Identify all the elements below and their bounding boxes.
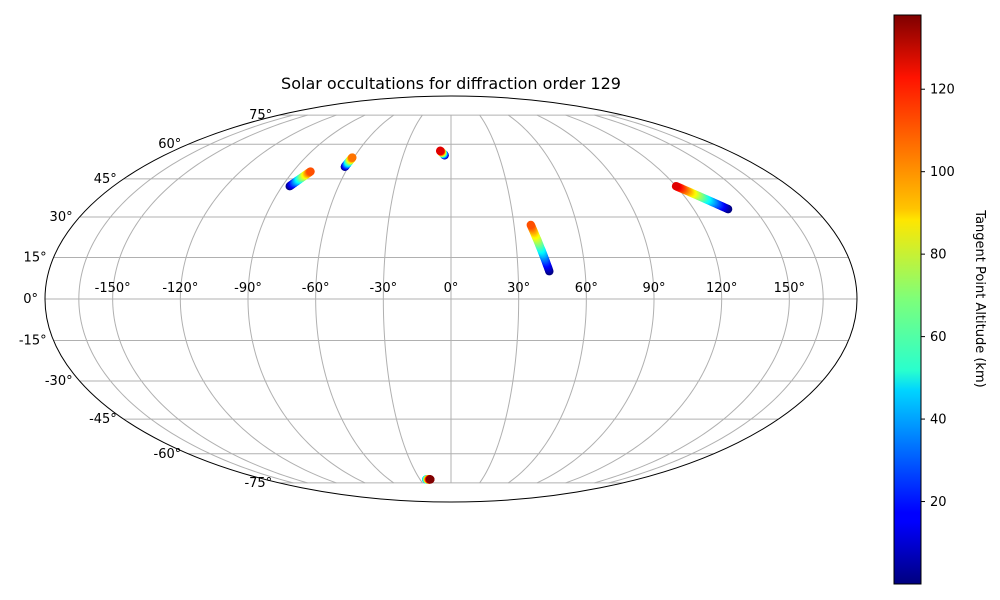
occultation-points <box>285 146 733 484</box>
occultation-point <box>671 182 681 191</box>
longitude-tick-labels: -150° -120° -90° -60° -30° 0° 30° 60° 90° 120° 150… <box>95 281 805 296</box>
colorbar-tick-label: 40 <box>930 413 947 428</box>
colorbar-tick-label: 100 <box>930 165 955 180</box>
latitude-tick-label: -45° <box>89 412 117 427</box>
colorbar-ticks: 20 40 60 80 100 120 <box>921 83 955 510</box>
latitude-tick-label: -60° <box>154 447 182 462</box>
graticule <box>45 114 857 484</box>
longitude-tick-label: -150° <box>95 281 131 296</box>
longitude-tick-label: -90° <box>234 281 262 296</box>
longitude-tick-label: 120° <box>706 281 737 296</box>
longitude-tick-label: -30° <box>369 281 397 296</box>
longitude-tick-label: 30° <box>507 281 530 296</box>
latitude-tick-label: -15° <box>19 334 47 349</box>
latitude-tick-label: 30° <box>50 210 73 225</box>
colorbar-tick-label: 20 <box>930 495 947 510</box>
longitude-tick-label: 150° <box>774 281 805 296</box>
longitude-tick-label: -60° <box>302 281 330 296</box>
longitude-tick-label: 90° <box>642 281 665 296</box>
latitude-tick-label: 60° <box>158 137 181 152</box>
map-boundary <box>44 95 858 503</box>
chart-title: Solar occultations for diffraction order… <box>281 74 621 93</box>
latitude-tick-labels: -75° -60° -45° -30° -15° 0° 15° 30° 45° 60° 75° <box>19 108 272 491</box>
occultation-point <box>526 220 536 230</box>
occultation-point <box>426 475 435 484</box>
latitude-tick-label: -30° <box>45 374 73 389</box>
longitude-tick-label: 60° <box>575 281 598 296</box>
latitude-tick-label: 75° <box>249 108 272 123</box>
latitude-tick-label: 15° <box>24 250 47 265</box>
latitude-tick-label: -75° <box>244 476 272 491</box>
longitude-tick-label: 0° <box>444 281 459 296</box>
latitude-tick-label: 0° <box>23 292 38 307</box>
colorbar-tick-label: 60 <box>930 330 947 345</box>
colorbar-tick-label: 80 <box>930 248 947 263</box>
longitude-tick-label: -120° <box>162 281 198 296</box>
latitude-tick-label: 45° <box>94 172 117 187</box>
occultation-point <box>306 167 315 176</box>
occultation-point <box>348 153 357 162</box>
colorbar <box>893 14 922 585</box>
colorbar-tick-label: 120 <box>930 83 955 98</box>
colorbar-label: Tangent Point Altitude (km) <box>972 209 987 387</box>
occultation-point <box>436 146 445 155</box>
